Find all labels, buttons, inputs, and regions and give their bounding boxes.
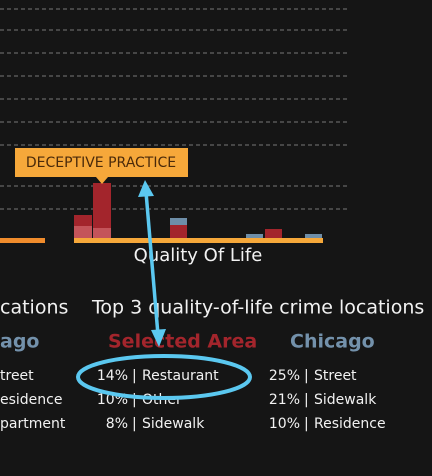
separator: | — [132, 416, 137, 432]
arrow-head — [138, 180, 154, 197]
grid — [0, 8, 348, 210]
tooltip-text: DECEPTIVE PRACTICE — [26, 155, 176, 171]
percent: 10% — [269, 416, 300, 432]
location: Street — [314, 368, 357, 384]
percent: 8% — [106, 416, 128, 432]
heading: Top 3 quality-of-life crime locations — [91, 297, 424, 319]
column-title: Chicago — [290, 331, 375, 353]
separator: | — [304, 392, 309, 408]
percent: 25% — [269, 368, 300, 384]
bar — [74, 226, 92, 238]
column-title: Selected Area — [108, 331, 257, 353]
location: Residence — [314, 416, 386, 432]
baseline — [0, 238, 45, 243]
separator: | — [132, 392, 137, 408]
location: Sidewalk — [314, 392, 377, 408]
annotation — [76, 180, 252, 400]
separator: | — [304, 368, 309, 384]
location: Sidewalk — [142, 416, 205, 432]
arrow-head — [151, 329, 166, 347]
arrow-line — [144, 191, 160, 336]
bar — [246, 234, 263, 238]
highlight-ellipse — [76, 354, 252, 400]
chart-label: Quality Of Life — [134, 245, 263, 266]
bar — [93, 183, 111, 238]
location: Restaurant — [142, 368, 219, 384]
location: partment — [0, 416, 66, 432]
percent: 21% — [269, 392, 300, 408]
location: esidence — [0, 392, 62, 408]
baseline — [74, 238, 323, 243]
tooltip-box — [15, 148, 188, 177]
percent: 14% — [97, 368, 128, 384]
bars — [0, 183, 323, 243]
tooltip-pointer — [96, 177, 108, 184]
separator: | — [304, 416, 309, 432]
heading: cations — [0, 297, 68, 319]
column-title: ago — [0, 331, 39, 353]
location: Other — [142, 392, 182, 408]
bar — [170, 218, 187, 225]
bar — [265, 229, 282, 238]
location: treet — [0, 368, 34, 384]
tooltip: DECEPTIVE PRACTICE — [15, 148, 188, 184]
separator: | — [132, 368, 137, 384]
bar — [305, 234, 322, 238]
bar — [93, 228, 111, 238]
